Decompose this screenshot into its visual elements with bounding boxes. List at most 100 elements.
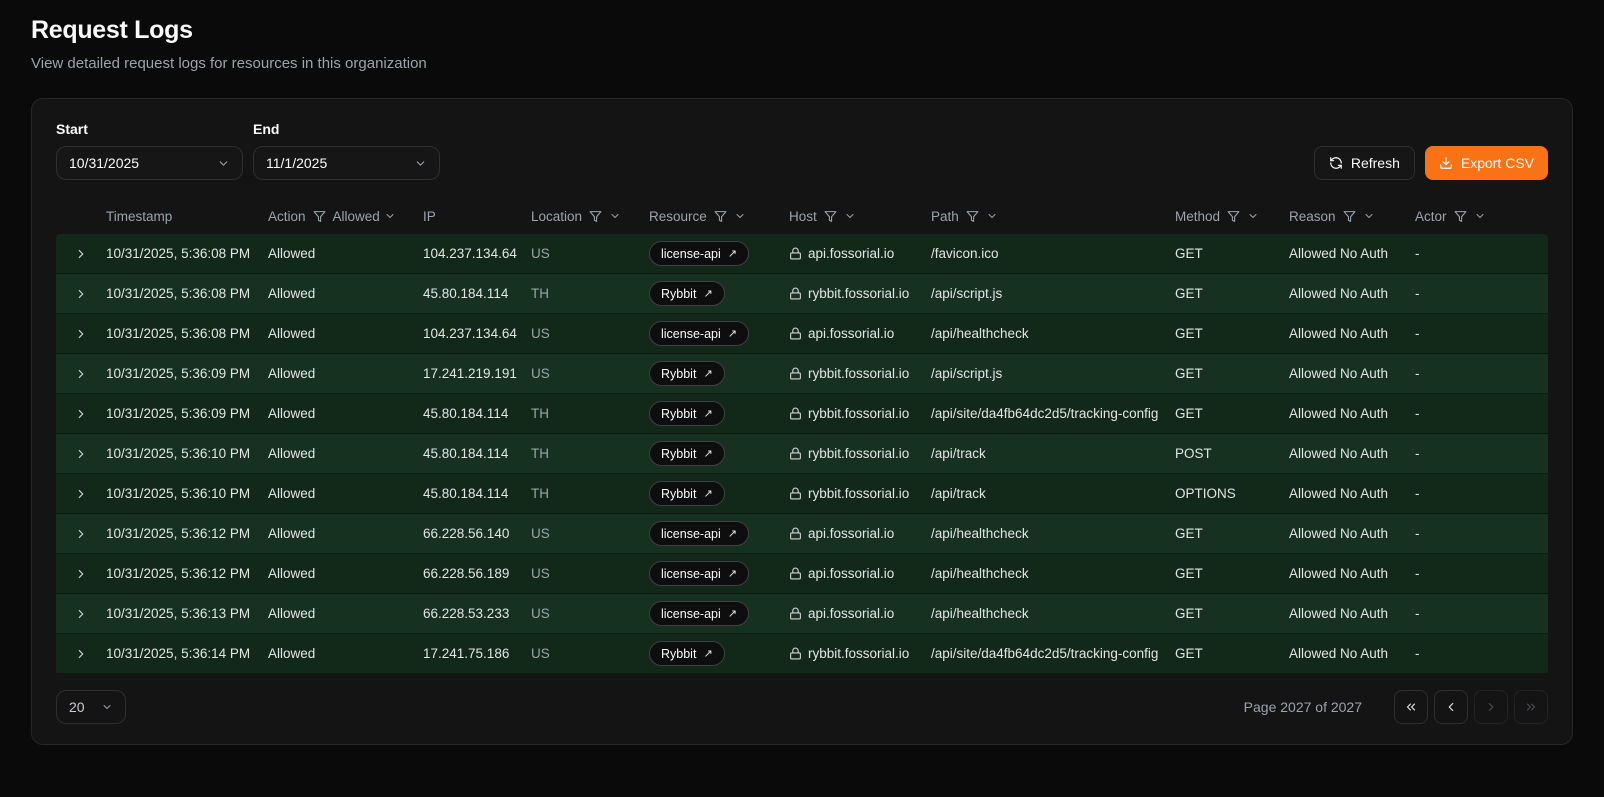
host-name: api.fossorial.io — [808, 526, 895, 541]
expand-row-button[interactable] — [74, 407, 88, 421]
refresh-button[interactable]: Refresh — [1313, 146, 1415, 180]
method-cell: GET — [1175, 646, 1203, 661]
column-header-path: Path — [931, 209, 1175, 224]
chevron-down-icon[interactable] — [734, 210, 746, 222]
chevron-down-icon[interactable] — [1247, 210, 1259, 222]
timestamp-cell: 10/31/2025, 5:36:12 PM — [106, 566, 251, 581]
timestamp-cell: 10/31/2025, 5:36:08 PM — [106, 246, 251, 261]
filter-icon[interactable] — [1343, 210, 1356, 223]
first-page-button[interactable] — [1394, 690, 1428, 724]
actor-cell: - — [1415, 326, 1420, 341]
location-cell: TH — [531, 486, 549, 501]
action-cell: Allowed — [268, 606, 316, 621]
action-cell: Allowed — [268, 326, 316, 341]
chevron-down-icon[interactable] — [986, 210, 998, 222]
resource-cell: Rybbit ↗ — [649, 361, 789, 386]
column-header-location: Location — [531, 209, 649, 224]
download-icon — [1440, 157, 1452, 169]
expand-row-button[interactable] — [74, 327, 88, 341]
action-cell: Allowed — [268, 486, 316, 501]
resource-badge[interactable]: license-api ↗ — [649, 521, 749, 546]
location-cell: US — [531, 526, 550, 541]
table-footer: 20 Page 2027 of 2027 — [56, 690, 1548, 724]
previous-page-button[interactable] — [1434, 690, 1468, 724]
expand-row-button[interactable] — [74, 487, 88, 501]
resource-badge[interactable]: license-api ↗ — [649, 321, 749, 346]
filter-icon[interactable] — [1454, 210, 1467, 223]
filter-icon[interactable] — [824, 210, 837, 223]
chevron-right-icon — [1488, 702, 1494, 712]
export-csv-button[interactable]: Export CSV — [1424, 146, 1548, 180]
next-page-button[interactable] — [1474, 690, 1508, 724]
chevrons-right-icon — [1526, 703, 1536, 711]
resource-badge[interactable]: license-api ↗ — [649, 601, 749, 626]
host-name: rybbit.fossorial.io — [808, 646, 910, 661]
host-cell: rybbit.fossorial.io — [789, 406, 931, 421]
filter-icon[interactable] — [966, 210, 979, 223]
resource-cell: Rybbit ↗ — [649, 641, 789, 666]
filter-icon[interactable] — [589, 210, 602, 223]
chevron-right-icon — [78, 409, 84, 418]
location-cell: TH — [531, 286, 549, 301]
resource-name: Rybbit — [661, 286, 697, 301]
table-row: 10/31/2025, 5:36:08 PM Allowed 45.80.184… — [56, 274, 1548, 314]
reason-cell: Allowed No Auth — [1289, 286, 1389, 301]
filter-icon[interactable] — [1227, 210, 1240, 223]
column-header-action: Action Allowed — [268, 209, 423, 224]
page-size-select[interactable]: 20 — [56, 690, 126, 724]
column-header-host: Host — [789, 209, 931, 224]
external-link-icon: ↗ — [727, 568, 737, 580]
filter-icon[interactable] — [714, 210, 727, 223]
method-cell: POST — [1175, 446, 1212, 461]
ip-cell: 45.80.184.114 — [423, 446, 509, 461]
expand-row-button[interactable] — [74, 647, 88, 661]
expand-row-button[interactable] — [74, 527, 88, 541]
chevron-down-icon[interactable] — [1474, 210, 1486, 222]
expand-row-button[interactable] — [74, 367, 88, 381]
expand-row-button[interactable] — [74, 247, 88, 261]
resource-badge[interactable]: Rybbit ↗ — [649, 281, 725, 306]
host-cell: api.fossorial.io — [789, 326, 931, 341]
method-cell: OPTIONS — [1175, 486, 1236, 501]
column-header-reason: Reason — [1289, 209, 1415, 224]
end-date-field: End 11/1/2025 — [253, 121, 440, 180]
chevron-down-icon[interactable] — [609, 210, 621, 222]
host-name: rybbit.fossorial.io — [808, 366, 910, 381]
resource-badge[interactable]: Rybbit ↗ — [649, 441, 725, 466]
expand-row-button[interactable] — [74, 607, 88, 621]
resource-badge[interactable]: Rybbit ↗ — [649, 641, 725, 666]
method-cell: GET — [1175, 286, 1203, 301]
action-cell: Allowed — [268, 566, 316, 581]
external-link-icon: ↗ — [703, 288, 713, 300]
location-cell: US — [531, 366, 550, 381]
end-date-select[interactable]: 11/1/2025 — [253, 146, 440, 180]
expand-row-button[interactable] — [74, 287, 88, 301]
timestamp-cell: 10/31/2025, 5:36:09 PM — [106, 406, 251, 421]
external-link-icon: ↗ — [703, 648, 713, 660]
last-page-button[interactable] — [1514, 690, 1548, 724]
resource-cell: license-api ↗ — [649, 601, 789, 626]
lock-icon — [790, 647, 801, 660]
filter-icon[interactable] — [313, 210, 326, 223]
resource-name: license-api — [661, 606, 721, 621]
resource-badge[interactable]: Rybbit ↗ — [649, 401, 725, 426]
expand-row-button[interactable] — [74, 567, 88, 581]
column-label: Actor — [1415, 208, 1447, 224]
path-cell: /api/site/da4fb64dc2d5/tracking-config — [931, 406, 1159, 421]
log-table: Timestamp Action Allowed IP Location — [56, 198, 1548, 674]
resource-badge[interactable]: license-api ↗ — [649, 561, 749, 586]
expand-cell — [56, 327, 106, 341]
resource-badge[interactable]: license-api ↗ — [649, 241, 749, 266]
method-cell: GET — [1175, 606, 1203, 621]
location-cell: US — [531, 606, 550, 621]
action-filter-select[interactable]: Allowed — [333, 209, 396, 224]
expand-row-button[interactable] — [74, 447, 88, 461]
table-row: 10/31/2025, 5:36:10 PM Allowed 45.80.184… — [56, 434, 1548, 474]
start-date-select[interactable]: 10/31/2025 — [56, 146, 243, 180]
resource-badge[interactable]: Rybbit ↗ — [649, 481, 725, 506]
resource-badge[interactable]: Rybbit ↗ — [649, 361, 725, 386]
chevron-down-icon[interactable] — [844, 210, 856, 222]
chevron-down-icon[interactable] — [1363, 210, 1375, 222]
chevron-right-icon — [78, 489, 84, 498]
ip-cell: 45.80.184.114 — [423, 486, 509, 501]
